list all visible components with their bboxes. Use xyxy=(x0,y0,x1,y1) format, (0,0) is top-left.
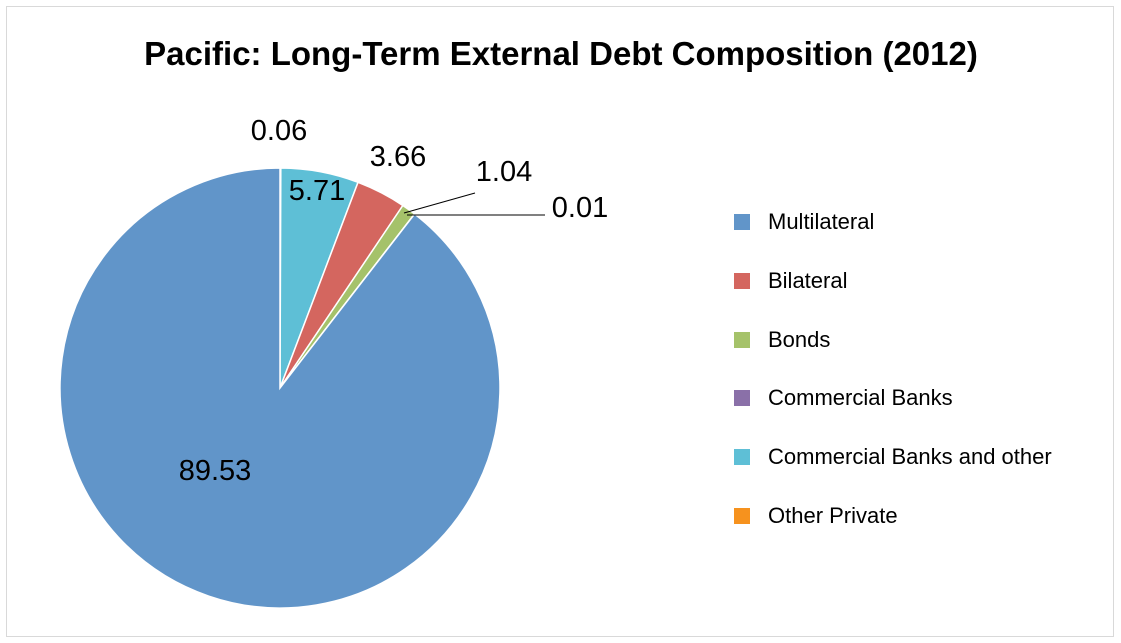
data-label-commercial-banks: 0.01 xyxy=(552,192,608,224)
data-label-multilateral: 89.53 xyxy=(179,455,252,487)
legend-swatch-commercial-banks-and-other xyxy=(734,449,750,465)
pie-chart: 89.53 3.66 1.04 0.01 5.71 0.06 xyxy=(59,115,608,609)
legend-item-bonds: Bonds xyxy=(734,325,830,355)
data-label-bonds: 1.04 xyxy=(476,156,532,188)
legend-swatch-bonds xyxy=(734,332,750,348)
legend-label-commercial-banks-and-other: Commercial Banks and other xyxy=(768,444,1052,469)
legend-item-commercial-banks: Commercial Banks xyxy=(734,383,953,413)
legend-label-commercial-banks: Commercial Banks xyxy=(768,385,953,410)
legend-label-multilateral: Multilateral xyxy=(768,209,875,234)
data-label-commercial-banks-and-other: 5.71 xyxy=(289,175,345,207)
legend-item-multilateral: Multilateral xyxy=(734,207,874,237)
leader-line-bonds xyxy=(403,192,476,214)
legend-item-other-private: Other Private xyxy=(734,501,898,531)
chart-title: Pacific: Long-Term External Debt Composi… xyxy=(144,35,978,72)
legend-swatch-bilateral xyxy=(734,273,750,289)
legend-swatch-multilateral xyxy=(734,214,750,230)
legend-item-commercial-banks-and-other: Commercial Banks and other xyxy=(734,442,1052,472)
legend-label-bilateral: Bilateral xyxy=(768,268,848,293)
legend-item-bilateral: Bilateral xyxy=(734,266,847,296)
data-label-bilateral: 3.66 xyxy=(370,141,426,173)
chart-frame: Pacific: Long-Term External Debt Composi… xyxy=(6,6,1114,637)
legend-swatch-other-private xyxy=(734,508,750,524)
legend-swatch-commercial-banks xyxy=(734,390,750,406)
legend-label-other-private: Other Private xyxy=(768,503,898,528)
pie-slice-multilateral xyxy=(59,167,501,609)
data-label-other-private: 0.06 xyxy=(251,115,307,147)
legend-label-bonds: Bonds xyxy=(768,327,831,352)
